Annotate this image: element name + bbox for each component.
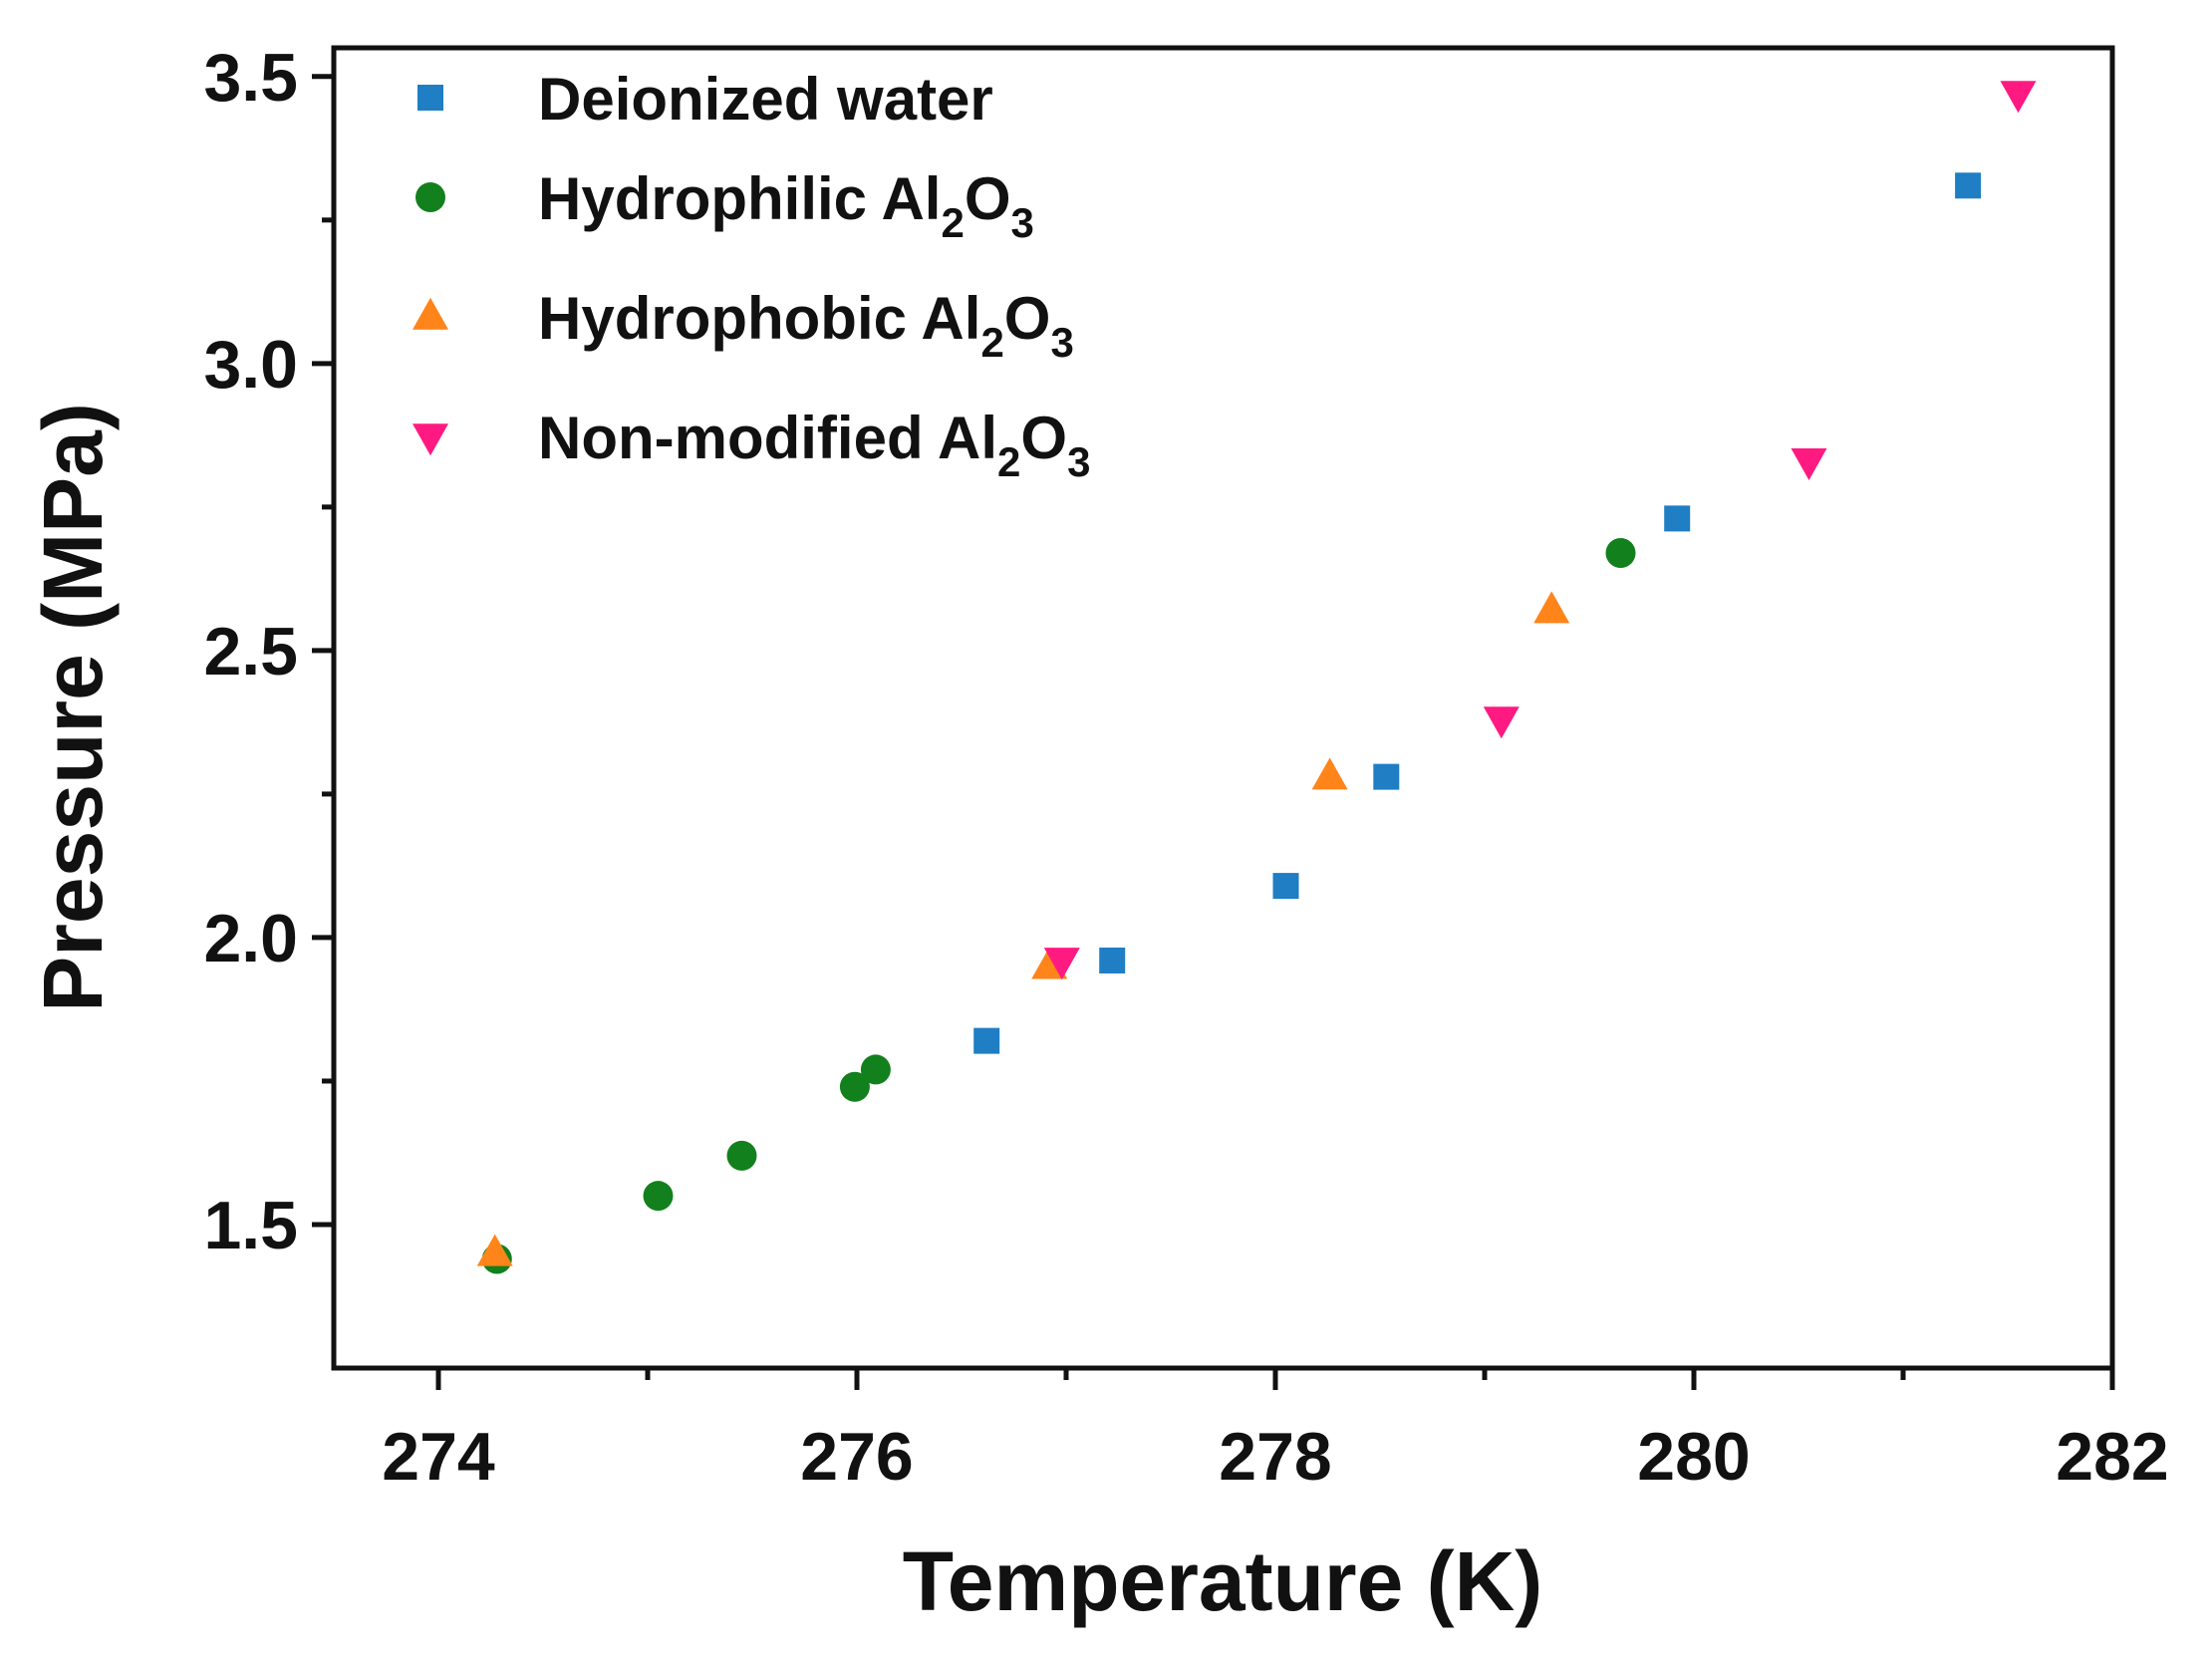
plot-area-frame [331,45,2115,1371]
x-axis-title: Temperature (K) [903,1534,1543,1628]
legend-text-part: Non-modified Al [538,405,997,471]
legend-text-part: O [1004,285,1051,352]
y-tick-label: 2.0 [203,901,298,976]
deionized-water-point [1272,873,1299,900]
legend-subscript: 2 [997,438,1020,485]
x-tick-label: 280 [1637,1419,1750,1495]
x-tick-label: 274 [382,1419,495,1495]
legend-label-non-modified-al2o3: Non-modified Al2O3 [538,405,1090,485]
deionized-water-point [1955,172,1982,199]
hydrophobic-al2o3-point [1533,591,1570,624]
hydrophilic-al2o3-point [1605,537,1636,568]
legend-marker-hydrophilic-al2o3 [415,182,445,212]
hydrophobic-al2o3-point [476,1234,513,1266]
hydrophilic-al2o3-point [860,1054,891,1085]
legend-text-part: O [1020,405,1067,471]
legend-text-part: Hydrophilic Al [538,165,941,232]
data-points [476,81,2037,1274]
non-modified-al2o3-point [1043,948,1080,980]
y-tick-label: 3.5 [203,40,298,116]
legend-marker-deionized-water [417,85,443,111]
legend-label-deionized-water: Deionized water [538,66,993,133]
legend-text-part: Hydrophobic Al [538,285,980,352]
deionized-water-point [1373,763,1400,790]
legend-subscript: 2 [941,199,964,246]
legend-subscript: 3 [1067,438,1090,485]
legend-subscript: 3 [1011,199,1034,246]
hydrophilic-al2o3-point [643,1181,674,1212]
non-modified-al2o3-point [2000,81,2037,114]
legend-subscript: 3 [1050,319,1073,366]
deionized-water-point [973,1027,1000,1054]
legend-label-hydrophobic-al2o3: Hydrophobic Al2O3 [538,285,1074,366]
y-axis-title: Pressure (MPa) [26,403,120,1012]
y-tick-label: 3.0 [203,327,298,403]
x-tick-label: 278 [1219,1419,1331,1495]
y-tick-label: 1.5 [203,1188,298,1263]
legend-subscript: 2 [980,319,1003,366]
deionized-water-point [1099,947,1126,973]
legend-text-part: O [965,165,1011,232]
y-tick-label: 2.5 [203,614,298,690]
non-modified-al2o3-point [1483,706,1520,739]
hydrophobic-al2o3-point [1311,757,1348,790]
y-axis-ticks: 1.5 2.0 2.5 3.0 3.5 [203,40,334,1263]
hydrophilic-al2o3-point [839,1071,870,1102]
x-axis-ticks: 274 276 278 280 282 [382,1368,2169,1495]
legend-marker-non-modified-al2o3 [413,423,448,456]
legend-label-hydrophilic-al2o3: Hydrophilic Al2O3 [538,165,1034,246]
legend-marker-hydrophobic-al2o3 [413,297,448,330]
non-modified-al2o3-point [1791,447,1827,480]
hydrophilic-al2o3-point [726,1140,757,1171]
x-tick-label: 282 [2056,1419,2168,1495]
x-tick-label: 276 [800,1419,913,1495]
deionized-water-point [1664,505,1691,532]
